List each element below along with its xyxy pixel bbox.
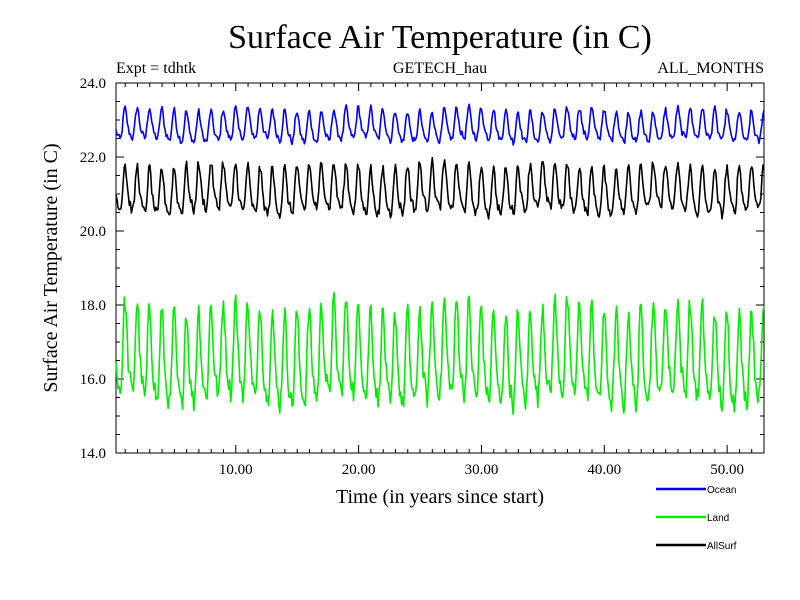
subtitle-right: ALL_MONTHS (657, 60, 764, 77)
plot-series (115, 103, 765, 416)
legend-label-ocean: Ocean (707, 485, 736, 496)
series-line-land (115, 291, 765, 416)
x-axis-label: Time (in years since start) (336, 486, 544, 508)
y-tick-label: 18.0 (80, 298, 106, 314)
series-line-ocean (115, 103, 765, 146)
legend-label-allsurf: AllSurf (707, 541, 737, 552)
y-tick-label: 22.0 (80, 150, 106, 166)
chart-title: Surface Air Temperature (in C) (228, 19, 652, 56)
series-line-allsurf (115, 156, 765, 220)
x-axis: 10.00 20.00 30.00 40.00 50.00 (124, 83, 765, 478)
y-tick-label: 24.0 (80, 76, 106, 92)
x-tick-label: 20.00 (342, 462, 376, 478)
subtitle-left: Expt = tdhtk (116, 60, 196, 77)
subtitle-center: GETECH_hau (393, 60, 487, 77)
x-tick-label: 30.00 (465, 462, 499, 478)
legend-label-land: Land (707, 513, 729, 524)
legend: Ocean Land AllSurf (656, 485, 737, 552)
x-tick-label: 10.00 (219, 462, 253, 478)
y-tick-label: 14.0 (80, 446, 106, 462)
y-tick-label: 16.0 (80, 372, 106, 388)
y-axis-label: Surface Air Temperature (in C) (40, 143, 62, 392)
x-tick-label: 50.00 (710, 462, 744, 478)
x-tick-label: 40.00 (587, 462, 621, 478)
y-tick-label: 20.0 (80, 224, 106, 240)
